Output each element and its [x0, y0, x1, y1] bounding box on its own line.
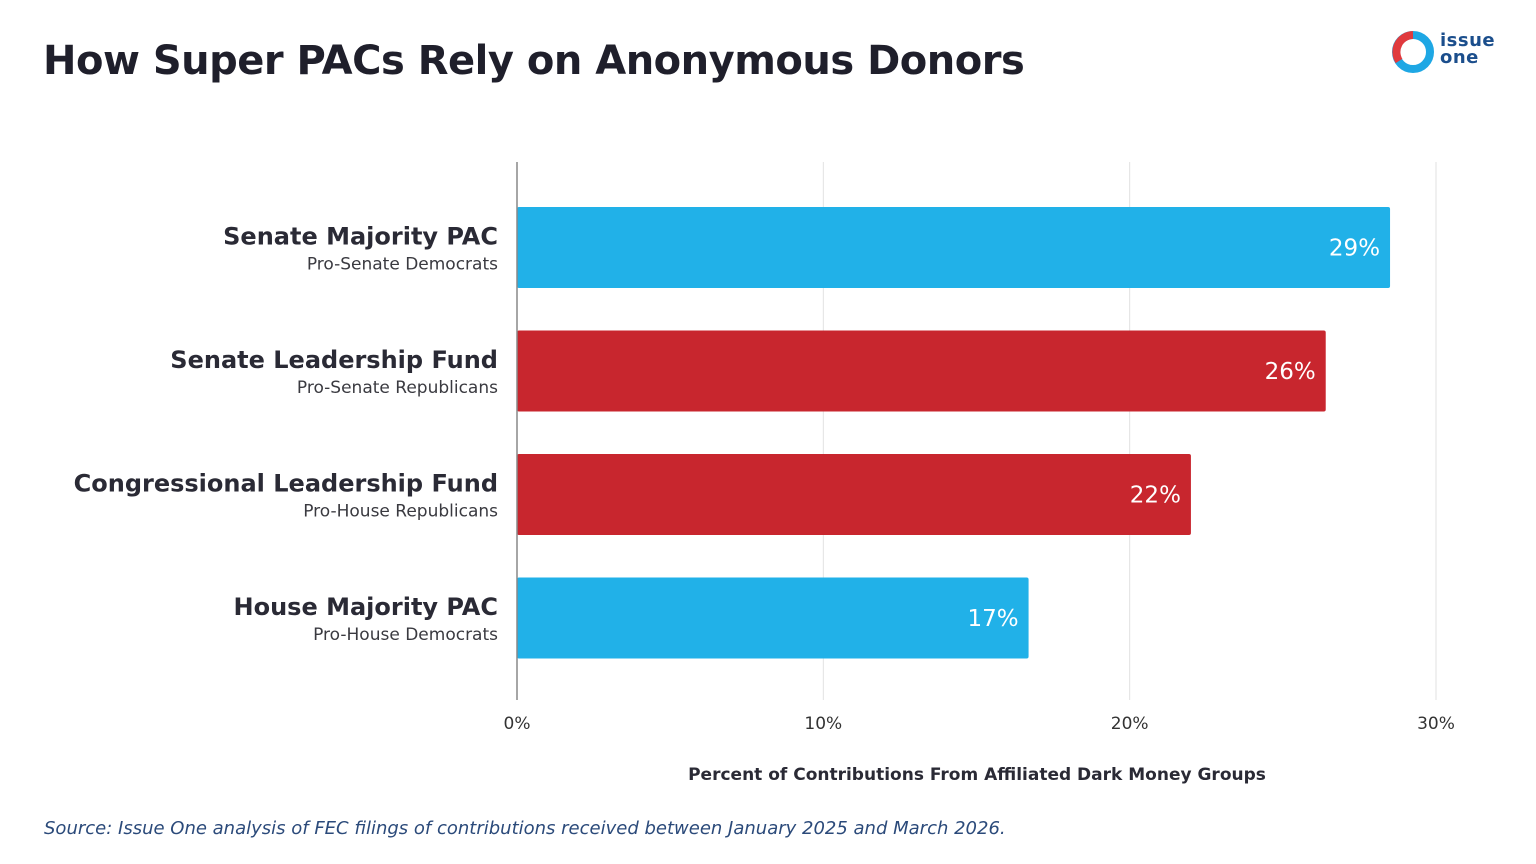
- category-labels: Senate Majority PAC Pro-Senate Democrats S…: [74, 223, 499, 646]
- bar: [517, 207, 1391, 288]
- bar: [517, 330, 1326, 412]
- bar-value-label: 26%: [1265, 359, 1316, 385]
- bar-value-label: 29%: [1329, 236, 1380, 262]
- x-tick-label: 10%: [804, 714, 842, 734]
- tick-labels: 0% 10% 20% 30%: [504, 714, 1455, 734]
- category-label: Congressional Leadership Fund: [74, 470, 498, 498]
- logo-text: issue one: [1440, 30, 1496, 68]
- chart-title: How Super PACs Rely on Anonymous Donors: [43, 38, 1025, 84]
- issue-one-logo: issue one: [1390, 28, 1514, 76]
- bar: [517, 454, 1191, 535]
- bar-value-label: 22%: [1130, 483, 1181, 509]
- bar: [517, 577, 1029, 659]
- category-label: Senate Leadership Fund: [170, 346, 498, 374]
- category-label: House Majority PAC: [234, 593, 498, 621]
- category-sublabel: Pro-Senate Republicans: [297, 378, 498, 398]
- x-axis-label: Percent of Contributions From Affiliated…: [688, 765, 1266, 785]
- x-tick-label: 0%: [504, 714, 531, 734]
- logo-line-1: issue: [1440, 30, 1496, 51]
- source-note: Source: Issue One analysis of FEC filing…: [44, 818, 1006, 839]
- x-tick-label: 20%: [1111, 714, 1149, 734]
- logo-line-2: one: [1440, 47, 1479, 68]
- bar-value-label: 17%: [967, 606, 1018, 632]
- category-label: Senate Majority PAC: [223, 223, 498, 251]
- category-sublabel: Pro-House Republicans: [303, 502, 498, 522]
- category-sublabel: Pro-House Democrats: [313, 625, 498, 645]
- logo-ring-icon: [1392, 31, 1434, 73]
- x-tick-label: 30%: [1417, 714, 1455, 734]
- category-sublabel: Pro-Senate Democrats: [307, 255, 498, 275]
- bars: 29% 26% 22% 17%: [517, 207, 1391, 659]
